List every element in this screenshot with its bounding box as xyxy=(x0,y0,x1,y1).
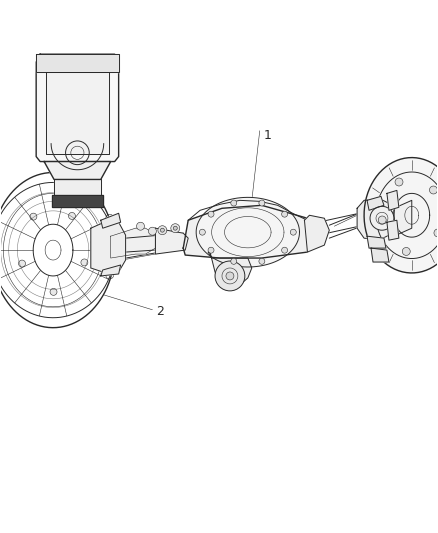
Circle shape xyxy=(50,288,57,295)
Polygon shape xyxy=(46,72,109,154)
Circle shape xyxy=(370,206,394,230)
Circle shape xyxy=(259,200,265,206)
Circle shape xyxy=(18,260,25,267)
Circle shape xyxy=(378,216,386,224)
Circle shape xyxy=(282,211,288,217)
Circle shape xyxy=(173,226,177,230)
Polygon shape xyxy=(155,228,188,254)
Polygon shape xyxy=(91,240,110,268)
Polygon shape xyxy=(54,180,101,196)
Polygon shape xyxy=(357,198,394,240)
Polygon shape xyxy=(44,161,111,180)
Circle shape xyxy=(148,227,156,235)
Circle shape xyxy=(215,261,245,291)
Circle shape xyxy=(402,247,410,255)
Polygon shape xyxy=(387,190,399,211)
Circle shape xyxy=(282,247,288,253)
Polygon shape xyxy=(183,205,309,258)
Polygon shape xyxy=(304,215,329,252)
Circle shape xyxy=(259,259,265,264)
Circle shape xyxy=(208,211,214,217)
Polygon shape xyxy=(196,197,300,267)
Polygon shape xyxy=(111,228,155,258)
Polygon shape xyxy=(367,236,386,248)
Polygon shape xyxy=(364,158,438,273)
Polygon shape xyxy=(52,196,103,207)
Polygon shape xyxy=(101,265,120,276)
Circle shape xyxy=(226,272,234,280)
Text: 1: 1 xyxy=(264,129,272,142)
Polygon shape xyxy=(394,200,412,236)
Polygon shape xyxy=(371,248,389,262)
Polygon shape xyxy=(208,252,252,285)
Circle shape xyxy=(231,259,237,264)
Polygon shape xyxy=(91,220,126,274)
Circle shape xyxy=(30,213,37,220)
Circle shape xyxy=(231,200,237,206)
Circle shape xyxy=(68,213,75,220)
Polygon shape xyxy=(387,220,399,240)
Circle shape xyxy=(137,222,145,230)
Circle shape xyxy=(158,225,167,235)
Polygon shape xyxy=(367,196,384,211)
Text: 2: 2 xyxy=(156,305,164,318)
Polygon shape xyxy=(101,213,120,228)
Circle shape xyxy=(290,229,296,235)
Circle shape xyxy=(81,259,88,266)
Circle shape xyxy=(199,229,205,235)
Polygon shape xyxy=(36,54,119,72)
Circle shape xyxy=(395,178,403,186)
Polygon shape xyxy=(36,54,119,161)
Circle shape xyxy=(160,228,164,232)
Circle shape xyxy=(171,224,180,233)
Circle shape xyxy=(434,229,438,237)
Circle shape xyxy=(430,186,438,194)
Circle shape xyxy=(208,247,214,253)
